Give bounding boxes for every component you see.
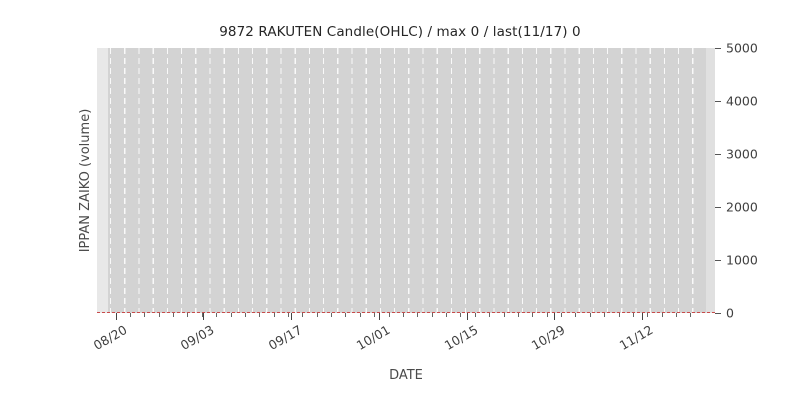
x-tick-minor	[374, 313, 376, 317]
x-tick-minor	[230, 313, 232, 317]
x-tick-minor	[474, 313, 476, 317]
y-tick-mark	[715, 312, 721, 314]
y-tick-label: 5000	[726, 40, 758, 55]
x-tick-minor	[589, 313, 591, 317]
x-axis-ticks	[97, 313, 715, 321]
x-tick-label: 11/12	[616, 322, 656, 354]
x-tick-minor	[288, 313, 289, 317]
x-tick-minor	[216, 313, 218, 317]
x-tick-major	[554, 313, 556, 320]
x-tick-minor	[244, 313, 246, 317]
x-tick-major	[378, 313, 380, 320]
x-tick-minor	[532, 313, 534, 317]
x-tick-major	[115, 313, 117, 320]
y-tick-label: 3000	[726, 146, 758, 161]
x-tick-label: 10/01	[353, 322, 393, 354]
y-tick-mark	[715, 206, 721, 208]
x-tick-minor	[561, 313, 563, 317]
x-tick-minor	[546, 313, 548, 317]
x-tick-minor	[158, 313, 160, 317]
y-axis-title: IPPAN ZAIKO (volume)	[78, 108, 93, 253]
x-tick-label: 10/29	[529, 322, 568, 354]
x-tick-minor	[144, 313, 146, 317]
x-tick-label: 10/15	[441, 322, 481, 354]
x-tick-minor	[402, 313, 404, 317]
x-axis-tick-labels: 08/20 09/03 09/17 10/01 10/15 10/29 11/12	[90, 322, 715, 372]
y-tick-label: 0	[726, 305, 734, 320]
x-tick-minor	[417, 313, 419, 317]
y-tick-mark	[715, 100, 721, 102]
x-tick-minor	[187, 313, 189, 317]
x-tick-label: 08/20	[90, 322, 130, 354]
x-tick-minor	[345, 313, 347, 317]
y-axis: 0 1000 2000 3000 4000 5000	[715, 40, 800, 320]
y-tick-label: 4000	[726, 93, 758, 108]
x-tick-major	[466, 313, 468, 320]
plot-right-padding	[706, 48, 715, 313]
x-tick-minor	[460, 313, 462, 317]
x-tick-minor	[690, 313, 692, 317]
x-tick-minor	[359, 313, 361, 317]
x-tick-minor	[331, 313, 333, 317]
series-line-ippan-zaiko	[97, 312, 715, 313]
x-tick-minor	[604, 313, 606, 317]
x-tick-minor	[316, 313, 318, 317]
x-tick-minor	[273, 313, 275, 317]
x-tick-label: 09/17	[265, 322, 305, 354]
x-axis-title: DATE	[389, 368, 423, 383]
chart-title: 9872 RAKUTEN Candle(OHLC) / max 0 / last…	[219, 24, 581, 40]
x-tick-minor	[173, 313, 175, 317]
x-tick-minor	[503, 313, 505, 317]
x-tick-minor	[446, 313, 448, 317]
x-tick-label: 09/03	[178, 322, 217, 354]
x-tick-minor	[129, 313, 131, 317]
x-tick-minor	[517, 313, 519, 317]
x-tick-major	[203, 313, 205, 320]
x-tick-minor	[618, 313, 620, 317]
x-tick-minor	[259, 313, 261, 317]
vertical-gridlines	[97, 48, 715, 313]
x-tick-minor	[489, 313, 491, 317]
x-tick-major	[291, 313, 293, 320]
x-tick-minor	[661, 313, 663, 317]
plot-area	[97, 48, 715, 313]
x-tick-minor	[676, 313, 678, 317]
y-tick-mark	[715, 47, 721, 49]
x-tick-minor	[632, 313, 634, 317]
x-tick-minor	[575, 313, 577, 317]
y-tick-label: 1000	[726, 252, 758, 267]
x-tick-minor	[388, 313, 390, 317]
y-tick-mark	[715, 153, 721, 155]
y-tick-label: 2000	[726, 199, 758, 214]
x-tick-minor	[201, 313, 203, 317]
x-tick-major	[642, 313, 644, 320]
y-tick-mark	[715, 259, 721, 261]
x-tick-minor	[647, 313, 649, 317]
x-tick-minor	[431, 313, 433, 317]
x-tick-minor	[302, 313, 304, 317]
